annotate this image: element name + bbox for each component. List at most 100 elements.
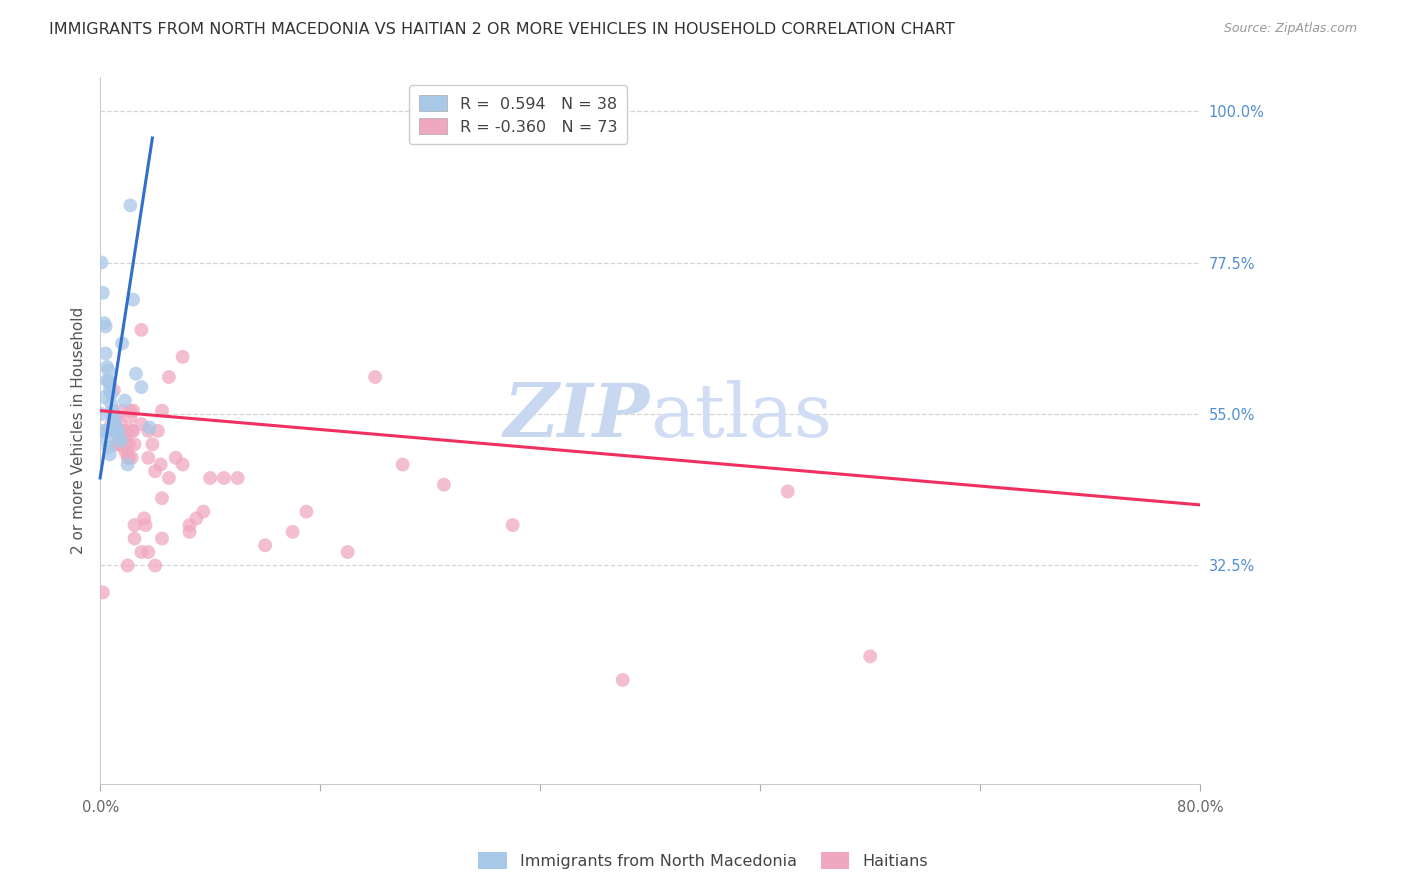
Point bbox=[117, 444, 139, 458]
Point bbox=[295, 505, 318, 519]
Point bbox=[114, 444, 136, 458]
Point bbox=[391, 458, 413, 472]
Point bbox=[103, 417, 125, 431]
Point bbox=[98, 447, 121, 461]
Point bbox=[146, 424, 169, 438]
Point bbox=[122, 424, 145, 438]
Point bbox=[172, 458, 194, 472]
Point bbox=[141, 437, 163, 451]
Point bbox=[107, 437, 129, 451]
Point bbox=[121, 424, 143, 438]
Point bbox=[93, 390, 115, 404]
Point bbox=[157, 370, 180, 384]
Point bbox=[502, 518, 524, 533]
Point bbox=[104, 424, 127, 438]
Point bbox=[105, 424, 128, 438]
Point bbox=[110, 434, 132, 448]
Point bbox=[111, 403, 134, 417]
Point bbox=[336, 545, 359, 559]
Point bbox=[149, 458, 172, 472]
Point bbox=[112, 437, 135, 451]
Point bbox=[138, 420, 160, 434]
Point bbox=[117, 458, 139, 472]
Point bbox=[150, 403, 173, 417]
Point bbox=[94, 319, 117, 334]
Point bbox=[103, 384, 125, 398]
Point bbox=[110, 437, 132, 451]
Point bbox=[90, 255, 112, 269]
Point bbox=[212, 471, 235, 485]
Point bbox=[364, 370, 387, 384]
Point bbox=[104, 417, 127, 431]
Point bbox=[108, 431, 131, 445]
Point bbox=[121, 450, 143, 465]
Point bbox=[96, 359, 118, 374]
Point bbox=[115, 424, 138, 438]
Y-axis label: 2 or more Vehicles in Household: 2 or more Vehicles in Household bbox=[72, 307, 86, 555]
Point bbox=[105, 437, 128, 451]
Point bbox=[143, 464, 166, 478]
Point bbox=[134, 518, 156, 533]
Point bbox=[125, 367, 148, 381]
Point bbox=[118, 437, 141, 451]
Point bbox=[136, 424, 159, 438]
Point bbox=[103, 417, 125, 431]
Point bbox=[91, 424, 114, 438]
Point bbox=[117, 558, 139, 573]
Point bbox=[157, 471, 180, 485]
Point bbox=[100, 387, 122, 401]
Point bbox=[120, 403, 142, 417]
Point bbox=[120, 198, 142, 212]
Point bbox=[186, 511, 208, 525]
Point bbox=[117, 450, 139, 465]
Point bbox=[93, 316, 115, 330]
Point bbox=[859, 649, 882, 664]
Point bbox=[103, 410, 125, 425]
Text: Source: ZipAtlas.com: Source: ZipAtlas.com bbox=[1223, 22, 1357, 36]
Point bbox=[96, 434, 118, 448]
Point bbox=[226, 471, 249, 485]
Point bbox=[122, 403, 145, 417]
Point bbox=[776, 484, 799, 499]
Point bbox=[112, 431, 135, 445]
Point bbox=[131, 380, 153, 394]
Point bbox=[281, 524, 304, 539]
Point bbox=[179, 524, 201, 539]
Point bbox=[94, 424, 117, 438]
Point bbox=[110, 417, 132, 431]
Point bbox=[97, 363, 120, 377]
Point bbox=[433, 477, 456, 491]
Point bbox=[165, 450, 187, 465]
Point bbox=[612, 673, 634, 687]
Point bbox=[131, 417, 153, 431]
Point bbox=[114, 393, 136, 408]
Point bbox=[96, 373, 118, 387]
Point bbox=[107, 424, 129, 438]
Point bbox=[111, 424, 134, 438]
Point bbox=[98, 384, 121, 398]
Text: atlas: atlas bbox=[650, 380, 832, 453]
Point bbox=[136, 545, 159, 559]
Point bbox=[100, 417, 122, 431]
Point bbox=[98, 376, 121, 391]
Point bbox=[131, 323, 153, 337]
Point bbox=[96, 424, 118, 438]
Point bbox=[91, 585, 114, 599]
Point bbox=[143, 558, 166, 573]
Point bbox=[150, 532, 173, 546]
Point bbox=[193, 505, 215, 519]
Point bbox=[124, 437, 146, 451]
Point bbox=[120, 410, 142, 425]
Point bbox=[124, 532, 146, 546]
Point bbox=[254, 538, 277, 552]
Point bbox=[97, 373, 120, 387]
Point bbox=[101, 403, 124, 417]
Point bbox=[124, 518, 146, 533]
Point bbox=[131, 545, 153, 559]
Point bbox=[105, 410, 128, 425]
Point bbox=[114, 431, 136, 445]
Point bbox=[172, 350, 194, 364]
Point bbox=[179, 518, 201, 533]
Point bbox=[111, 336, 134, 351]
Legend: Immigrants from North Macedonia, Haitians: Immigrants from North Macedonia, Haitian… bbox=[472, 846, 934, 875]
